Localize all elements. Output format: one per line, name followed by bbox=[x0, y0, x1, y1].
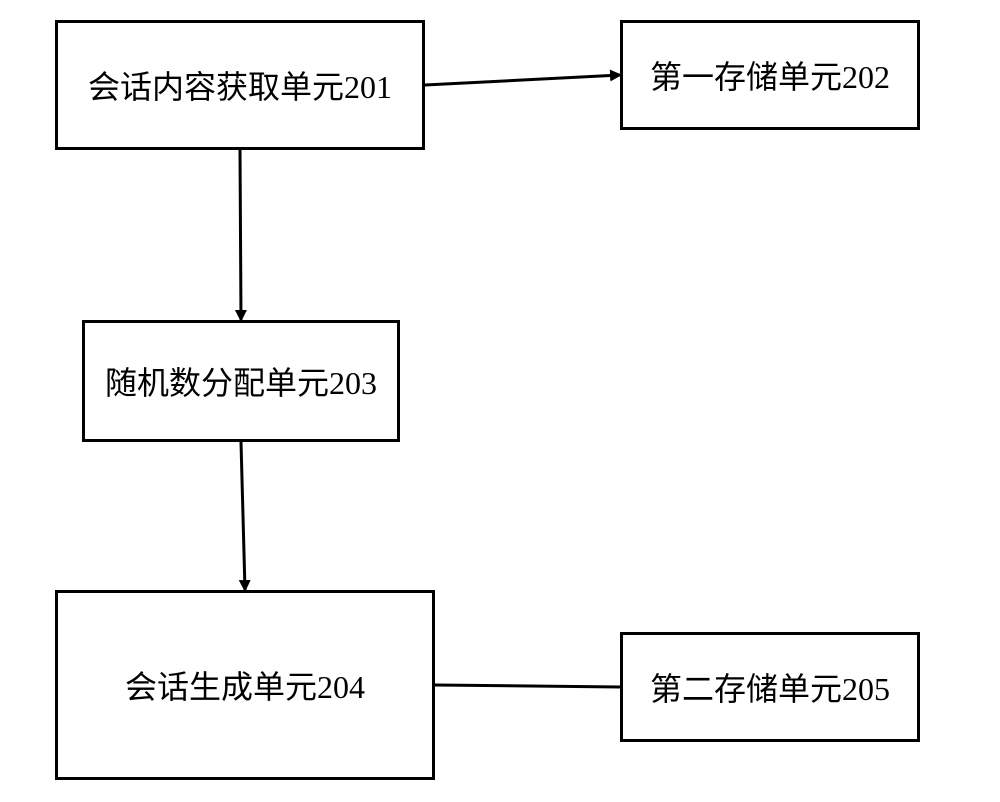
node-label: 会话生成单元204 bbox=[125, 662, 365, 708]
edge-n204-to-n205 bbox=[435, 685, 620, 687]
node-first-storage-202: 第一存储单元202 bbox=[620, 20, 920, 130]
node-label: 随机数分配单元203 bbox=[105, 358, 377, 404]
node-label: 会话内容获取单元201 bbox=[88, 62, 392, 108]
node-session-content-acquisition-201: 会话内容获取单元201 bbox=[55, 20, 425, 150]
node-random-number-allocation-203: 随机数分配单元203 bbox=[82, 320, 400, 442]
diagram-canvas: 会话内容获取单元201 第一存储单元202 随机数分配单元203 会话生成单元2… bbox=[0, 0, 1000, 802]
edge-n201-to-n202 bbox=[425, 75, 620, 85]
node-label: 第一存储单元202 bbox=[650, 52, 890, 98]
node-second-storage-205: 第二存储单元205 bbox=[620, 632, 920, 742]
edge-n201-to-n203 bbox=[240, 150, 241, 320]
node-label: 第二存储单元205 bbox=[650, 664, 890, 710]
edge-n203-to-n204 bbox=[241, 442, 245, 590]
node-session-generation-204: 会话生成单元204 bbox=[55, 590, 435, 780]
